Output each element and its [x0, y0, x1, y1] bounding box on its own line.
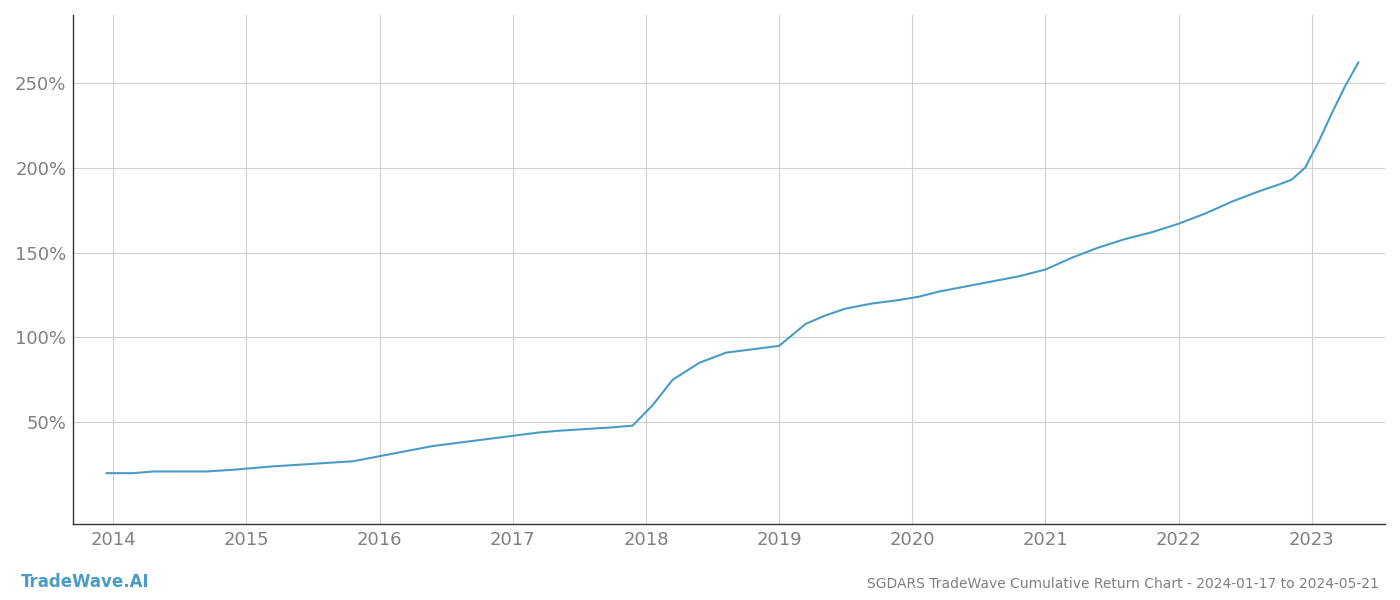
- Text: TradeWave.AI: TradeWave.AI: [21, 573, 150, 591]
- Text: SGDARS TradeWave Cumulative Return Chart - 2024-01-17 to 2024-05-21: SGDARS TradeWave Cumulative Return Chart…: [867, 577, 1379, 591]
